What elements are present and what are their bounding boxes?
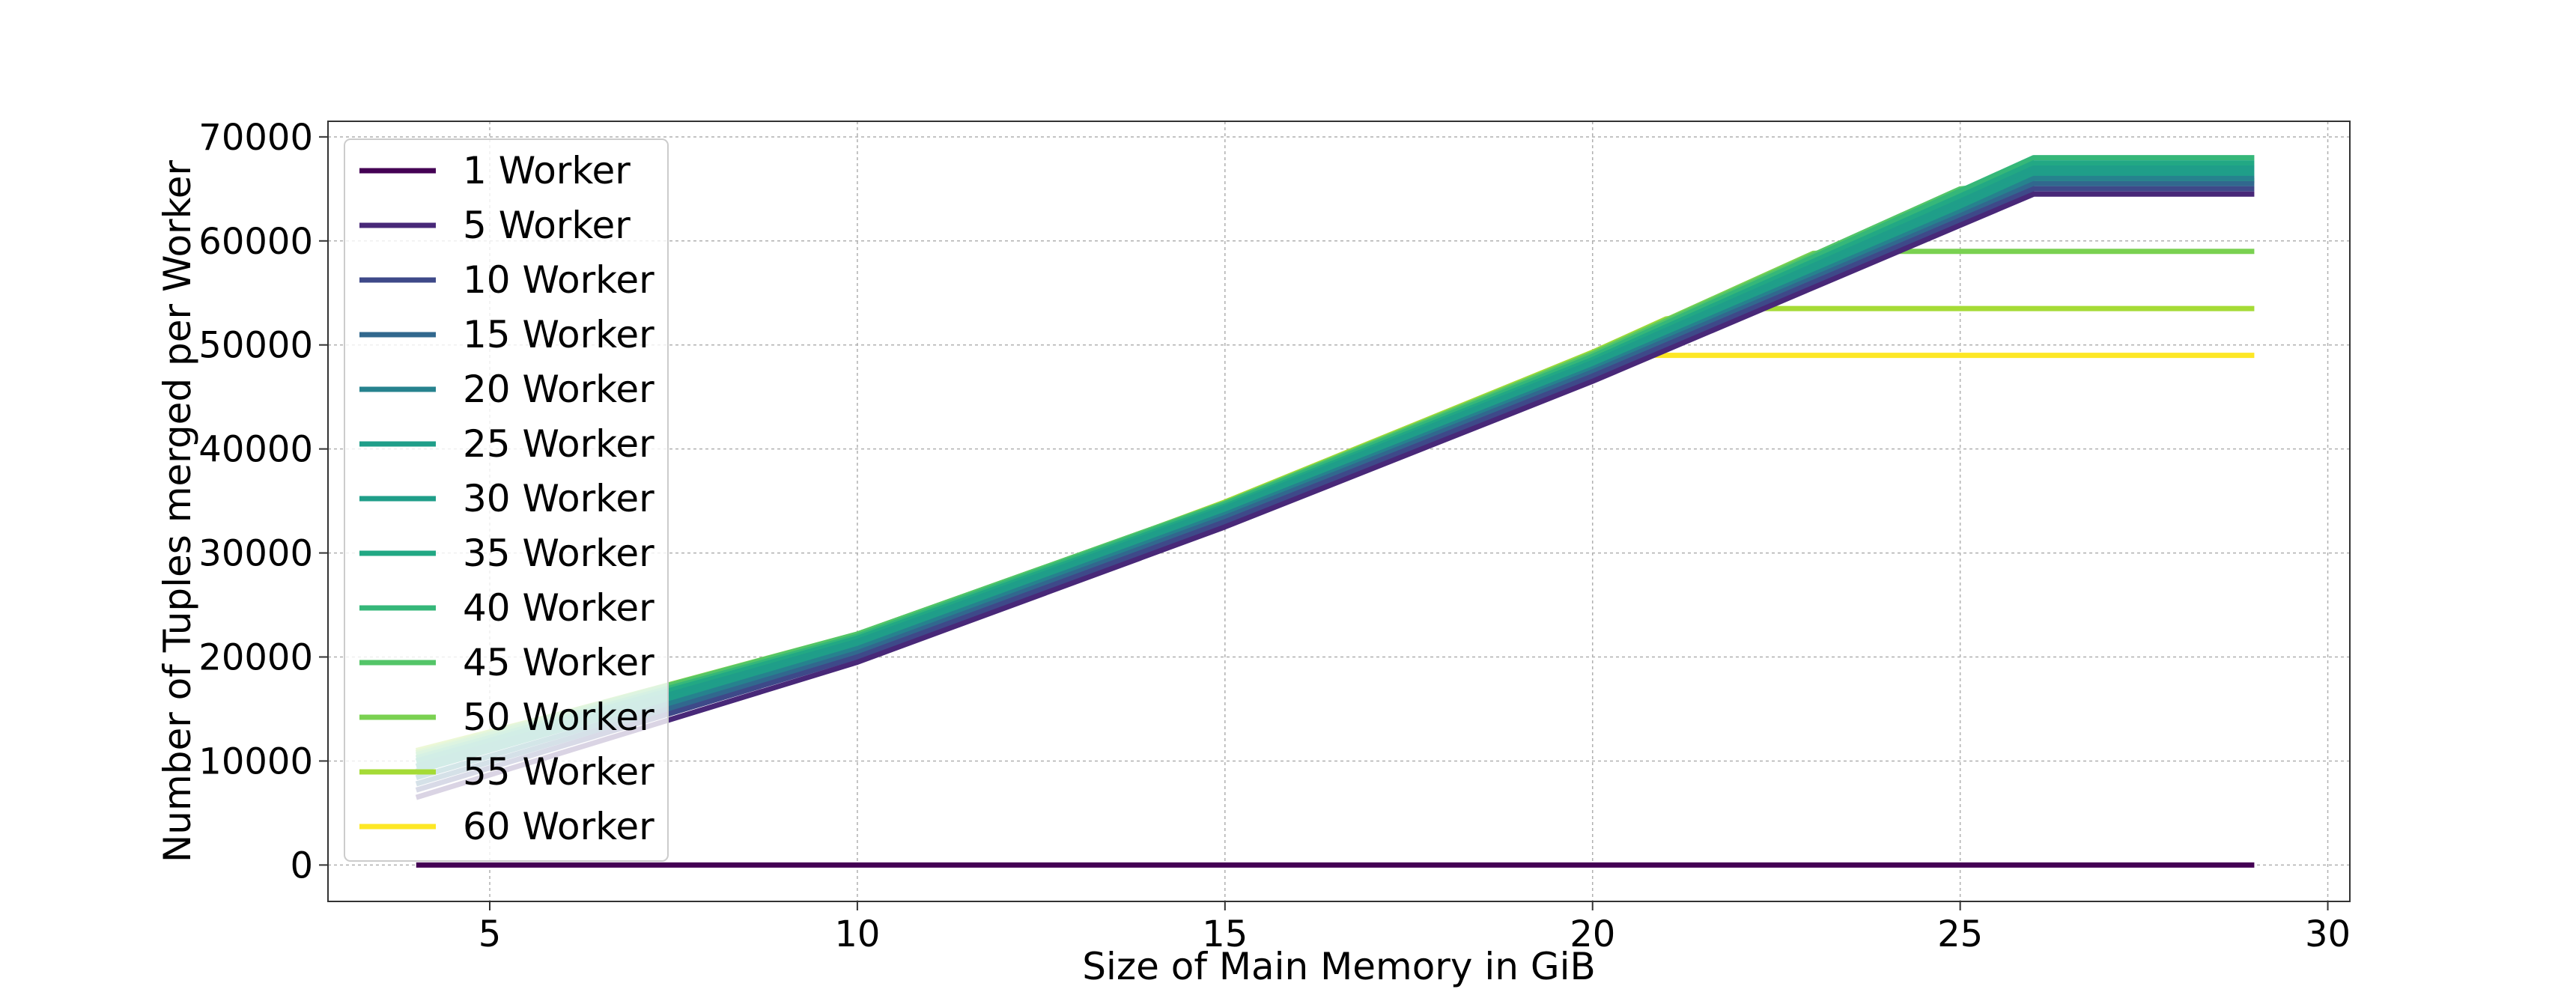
- series-line-6: [415, 171, 2255, 774]
- legend-label: 50 Worker: [463, 696, 654, 739]
- series-line-4: [415, 180, 2255, 787]
- legend-label: 60 Worker: [463, 805, 654, 848]
- y-tick-label: 10000: [198, 740, 313, 782]
- series-line-5: [415, 175, 2255, 781]
- x-tick-label: 15: [1202, 913, 1248, 955]
- series-line-9: [415, 155, 2255, 761]
- x-tick-label: 30: [2305, 913, 2351, 955]
- legend-label: 40 Worker: [463, 586, 654, 630]
- plot-frame: [327, 121, 2351, 902]
- legend-label: 5 Worker: [463, 204, 631, 247]
- legend-label: 45 Worker: [463, 641, 654, 684]
- series-line-3: [415, 186, 2255, 793]
- x-tick-label: 5: [479, 913, 502, 955]
- x-axis-ticks: 5 10 15 20 25 30: [479, 901, 2351, 955]
- legend-label: 20 Worker: [463, 368, 654, 411]
- y-tick-label: 0: [290, 845, 313, 886]
- y-tick-label: 60000: [198, 221, 313, 263]
- legend: 1 Worker 5 Worker 10 Worker 15 Worker 20 Wor…: [344, 139, 669, 862]
- x-tick-label: 25: [1937, 913, 1983, 955]
- series-line-8: [415, 160, 2255, 764]
- y-axis-ticks: 0 10000 20000 30000 40000 50000 60000 70000: [198, 117, 328, 886]
- y-tick-label: 30000: [198, 533, 313, 575]
- series-line-7: [415, 165, 2255, 769]
- x-tick-label: 20: [1570, 913, 1615, 955]
- legend-box: [344, 139, 669, 862]
- legend-label: 35 Worker: [463, 532, 654, 575]
- legend-label: 55 Worker: [463, 750, 654, 794]
- legend-label: 30 Worker: [463, 477, 654, 520]
- y-axis-label: Number of Tuples merged per Worker: [156, 159, 199, 862]
- legend-label: 25 Worker: [463, 422, 654, 466]
- x-axis-label: Size of Main Memory in GiB: [1082, 945, 1596, 988]
- y-tick-label: 20000: [198, 637, 313, 679]
- legend-label: 15 Worker: [463, 313, 654, 356]
- legend-label: 10 Worker: [463, 258, 654, 302]
- series-line-2: [415, 191, 2255, 800]
- legend-label: 1 Worker: [463, 149, 631, 192]
- series-lines: [415, 155, 2255, 868]
- y-tick-label: 40000: [198, 429, 313, 471]
- y-tick-label: 70000: [198, 117, 313, 159]
- x-tick-label: 10: [834, 913, 880, 955]
- y-tick-label: 50000: [198, 325, 313, 367]
